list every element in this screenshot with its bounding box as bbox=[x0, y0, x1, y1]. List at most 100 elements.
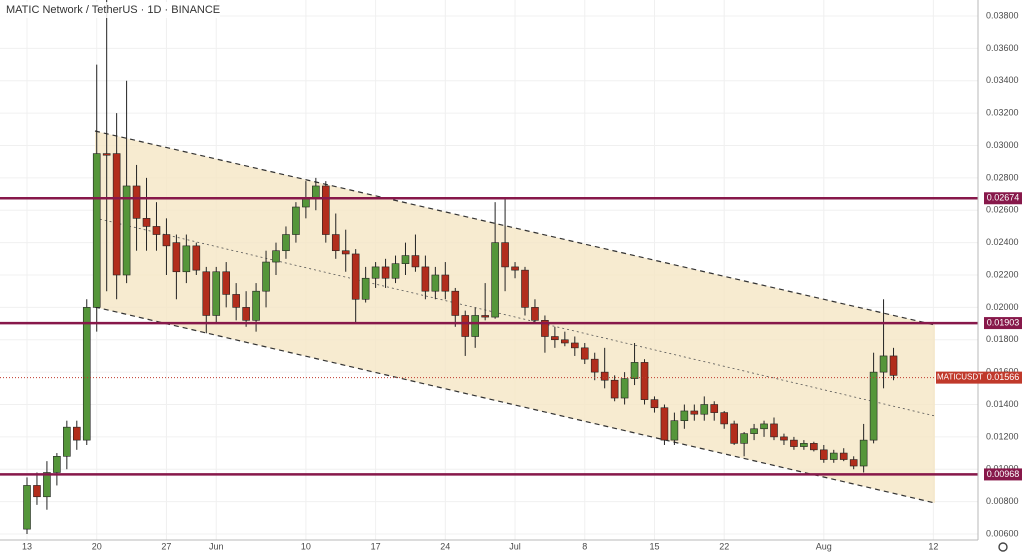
y-tick-label: 0.01200 bbox=[986, 431, 1019, 441]
candle-body bbox=[381, 266, 390, 279]
y-tick-label: 0.01600 bbox=[986, 367, 1019, 377]
candle-body bbox=[312, 185, 320, 198]
last-price-label-bg bbox=[984, 371, 1022, 384]
y-tick-label: 0.03200 bbox=[986, 108, 1019, 118]
plot bbox=[0, 0, 978, 534]
candle-body bbox=[561, 339, 569, 344]
candle-body bbox=[839, 452, 848, 460]
x-tick-label: 24 bbox=[440, 541, 450, 551]
candle-body bbox=[720, 412, 729, 425]
x-tick-label: 27 bbox=[161, 541, 171, 551]
x-tick-label: 8 bbox=[582, 541, 587, 551]
sep: · bbox=[161, 4, 171, 16]
candle-body bbox=[232, 294, 240, 308]
candle-body bbox=[53, 455, 61, 473]
candle-body bbox=[650, 399, 659, 409]
y-tick-label: 0.01800 bbox=[986, 334, 1019, 344]
level-label: 0.02674 bbox=[987, 193, 1020, 203]
x-tick-label: 17 bbox=[371, 541, 381, 551]
sep: · bbox=[138, 4, 148, 16]
candle-body bbox=[252, 290, 260, 321]
candle-body bbox=[351, 253, 360, 300]
candle-body bbox=[511, 266, 519, 271]
header-bg bbox=[0, 2, 220, 18]
candle-body bbox=[800, 443, 808, 447]
last-price-symbol-bg bbox=[936, 371, 984, 384]
candle-body bbox=[421, 266, 430, 292]
header[interactable]: MATIC Network / TetherUS · 1D · BINANCE bbox=[6, 4, 220, 16]
exchange: BINANCE bbox=[171, 4, 220, 16]
candle-body bbox=[760, 423, 768, 430]
channel-mid bbox=[94, 217, 936, 417]
last-price-label: 0.01566 bbox=[987, 372, 1020, 382]
candle-body bbox=[531, 307, 539, 321]
y-tick-label: 0.03400 bbox=[986, 75, 1019, 85]
candle-body bbox=[660, 407, 669, 441]
candle-body bbox=[391, 263, 400, 279]
candle-body bbox=[630, 362, 639, 379]
candle-body bbox=[869, 371, 878, 441]
x-tick-label: 10 bbox=[301, 541, 311, 551]
candle-body bbox=[112, 153, 121, 276]
x-tick-label: Jun bbox=[209, 541, 224, 551]
candle-body bbox=[780, 436, 788, 441]
candle-body bbox=[680, 410, 689, 421]
price-axis bbox=[978, 0, 1024, 554]
candle-body bbox=[570, 342, 579, 349]
candle-body bbox=[471, 315, 480, 337]
symbol: MATIC Network / TetherUS bbox=[6, 4, 138, 16]
candle-body bbox=[620, 378, 629, 399]
candle-body bbox=[700, 404, 709, 415]
candle-body bbox=[810, 443, 818, 451]
y-tick-label: 0.02400 bbox=[986, 237, 1019, 247]
y-tick-label: 0.00800 bbox=[986, 496, 1019, 506]
candle-body bbox=[262, 261, 270, 292]
y-tick-label: 0.02800 bbox=[986, 172, 1019, 182]
settings-icon[interactable] bbox=[998, 542, 1008, 552]
candle-body bbox=[770, 423, 778, 438]
candle-body bbox=[282, 234, 290, 252]
x-tick-label: 20 bbox=[92, 541, 102, 551]
candle-body bbox=[212, 271, 221, 316]
candle-body bbox=[859, 439, 868, 467]
candle-body bbox=[710, 404, 719, 413]
candle-body bbox=[73, 426, 81, 441]
candle-body bbox=[192, 245, 201, 271]
candle-body bbox=[401, 255, 410, 264]
candle-body bbox=[142, 218, 151, 227]
y-tick-label: 0.02000 bbox=[986, 302, 1019, 312]
candle-body bbox=[451, 290, 460, 316]
x-tick-label: Aug bbox=[816, 541, 832, 551]
candle-body bbox=[411, 255, 420, 268]
candle-body bbox=[491, 242, 499, 318]
level-label-bg bbox=[984, 317, 1022, 330]
candle-body bbox=[600, 371, 609, 381]
y-tick-label: 0.03600 bbox=[986, 43, 1019, 53]
level-label-bg bbox=[984, 468, 1022, 481]
candle-body bbox=[272, 250, 280, 263]
candle-body bbox=[730, 423, 738, 444]
candle-body bbox=[321, 185, 330, 235]
candle-body bbox=[43, 472, 51, 498]
candle-body bbox=[670, 420, 679, 441]
candle-body bbox=[740, 433, 748, 444]
candle-body bbox=[182, 245, 191, 273]
candle-body bbox=[162, 234, 171, 247]
candle-body bbox=[33, 485, 41, 498]
candle-body bbox=[829, 452, 838, 460]
candle-body bbox=[819, 449, 828, 460]
last-price-symbol: MATICUSDT bbox=[937, 373, 983, 382]
candle-body bbox=[371, 266, 380, 279]
candle-body bbox=[172, 242, 181, 273]
candle-body bbox=[202, 271, 211, 316]
y-tick-label: 0.00600 bbox=[986, 528, 1019, 538]
candle-body bbox=[242, 307, 250, 321]
y-tick-label: 0.01400 bbox=[986, 399, 1019, 409]
candle-body bbox=[82, 307, 91, 441]
candle-body bbox=[152, 226, 161, 235]
candle-body bbox=[790, 439, 798, 447]
candle-body bbox=[63, 426, 71, 457]
candle-body bbox=[341, 250, 350, 255]
